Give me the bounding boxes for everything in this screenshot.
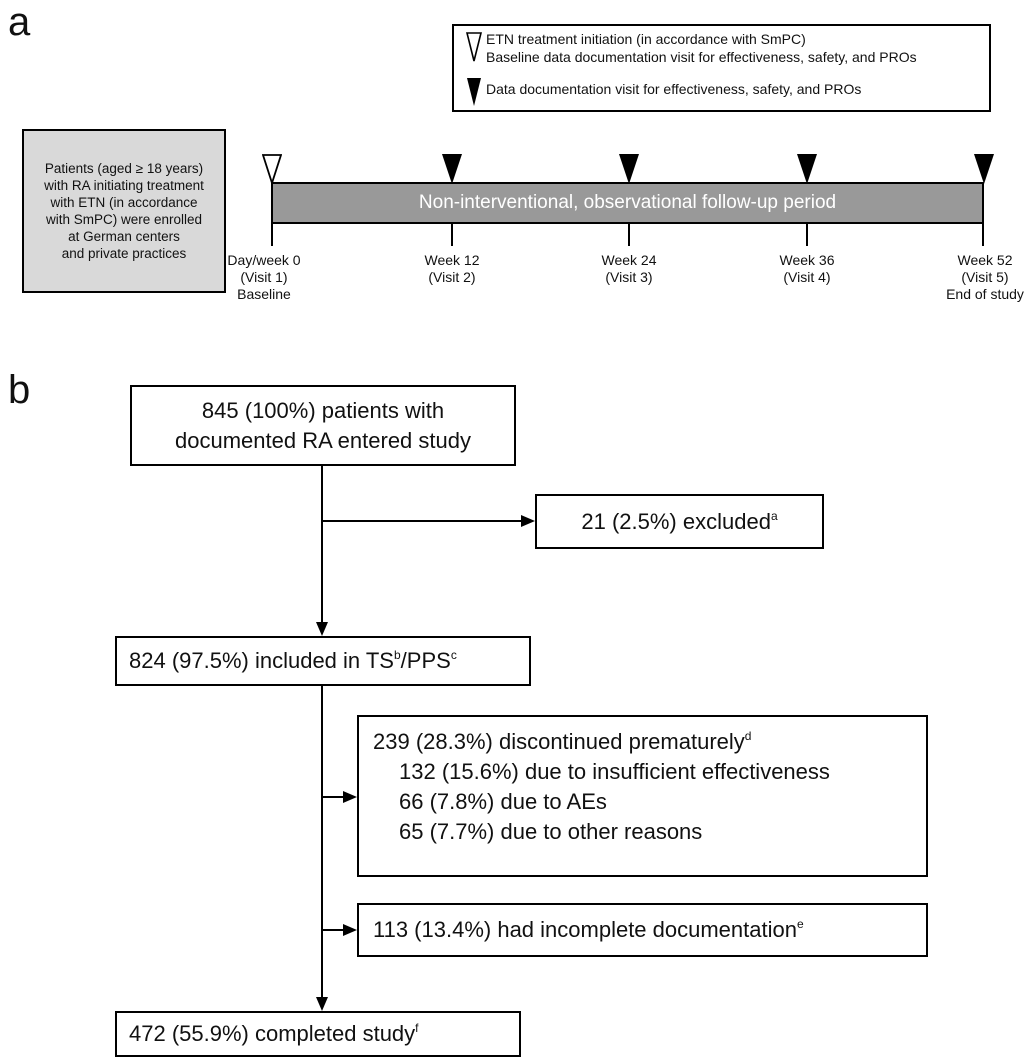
visit-5-label: Week 52 (Visit 5) End of study [946,252,1024,303]
timeline-tick [806,224,808,246]
arrow-down-icon [316,622,328,636]
discontinued-reason: 66 (7.8%) due to AEs [399,789,607,814]
completed-text: 472 (55.9%) completed study [129,1021,416,1046]
arrow-right-icon [343,791,357,803]
visit-week: Week 12 [424,252,480,268]
legend-baseline-text: Baseline data documentation visit for ef… [486,49,917,65]
visit-week: Week 52 [957,252,1013,268]
enrollment-box: Patients (aged ≥ 18 years) with RA initi… [22,129,226,293]
arrow-right-icon [343,924,357,936]
legend-box: ETN treatment initiation (in accordance … [452,24,991,112]
visit-week: Week 24 [601,252,657,268]
enrollment-line: with ETN (in accordance [50,195,198,210]
visit-week: Day/week 0 [227,252,301,268]
open-triangle-icon [466,32,482,62]
visit-number: (Visit 5) [961,269,1009,285]
visit-4-label: Week 36 (Visit 4) [780,252,835,286]
enrollment-line: with SmPC) were enrolled [45,212,203,227]
visit-3-filled-triangle-icon [619,154,639,184]
included-footnote-ts: b [393,648,401,662]
visit-number: (Visit 1) [240,269,288,285]
timeline-tick [628,224,630,246]
filled-triangle-icon [467,78,481,106]
excluded-footnote: a [770,509,778,523]
visit-2-label: Week 12 (Visit 2) [425,252,480,286]
connector-entered-to-included [321,466,323,622]
excluded-text: 21 (2.5%) excluded [581,509,771,534]
timeline-tick [271,224,273,246]
visit-3-label: Week 24 (Visit 3) [602,252,657,286]
visit-1-label: Day/week 0 (Visit 1) Baseline [227,252,300,303]
discontinued-reason: 65 (7.7%) due to other reasons [399,819,703,844]
discontinued-footnote: d [744,729,752,743]
connector-to-excluded [322,520,521,522]
entered-study-box: 845 (100%) patients with documented RA e… [130,385,516,466]
visit-note: Baseline [237,286,291,302]
panel-a-label: a [8,0,31,44]
incomplete-documentation-box: 113 (13.4%) had incomplete documentation… [357,903,928,957]
enrollment-line: at German centers [68,229,180,244]
visit-2-filled-triangle-icon [442,154,462,184]
discontinued-title: 239 (28.3%) discontinued prematurelyd [373,727,926,757]
visit-4-filled-triangle-icon [797,154,817,184]
arrow-down-icon [316,997,328,1011]
completed-footnote: f [415,1021,419,1035]
entered-line-2: documented RA entered study [175,428,471,453]
connector-to-discontinued [322,796,343,798]
legend-visit-text: Data documentation visit for effectivene… [486,81,862,97]
visit-1-open-triangle-icon [262,154,282,184]
discontinued-title-text: 239 (28.3%) discontinued prematurely [373,729,745,754]
excluded-box: 21 (2.5%) excludeda [535,494,824,549]
connector-to-incomplete [322,929,343,931]
connector-included-to-completed [321,686,323,997]
discontinued-box: 239 (28.3%) discontinued prematurelyd 13… [357,715,928,877]
follow-up-period-label: Non-interventional, observational follow… [418,192,837,213]
panel-b-label: b [8,368,31,412]
arrow-right-icon [521,515,535,527]
legend-initiation-text: ETN treatment initiation (in accordance … [486,31,806,47]
visit-number: (Visit 4) [783,269,831,285]
follow-up-period-bar: Non-interventional, observational follow… [271,182,984,224]
visit-note: End of study [946,286,1024,302]
timeline-tick [982,224,984,246]
included-pps-text: /PPS [400,648,451,673]
included-text: 824 (97.5%) included in TS [129,648,394,673]
visit-5-filled-triangle-icon [974,154,994,184]
enrollment-line: and private practices [61,246,187,261]
discontinued-reason: 132 (15.6%) due to insufficient effectiv… [399,759,830,784]
visit-number: (Visit 2) [428,269,476,285]
completed-study-box: 472 (55.9%) completed studyf [115,1011,521,1057]
included-box: 824 (97.5%) included in TSb/PPSc [115,636,531,686]
included-footnote-pps: c [450,648,457,662]
entered-line-1: 845 (100%) patients with [201,398,445,423]
incomplete-text: 113 (13.4%) had incomplete documentation [373,917,797,942]
timeline-tick [451,224,453,246]
incomplete-footnote: e [796,917,804,931]
enrollment-line: with RA initiating treatment [44,178,204,193]
visit-number: (Visit 3) [605,269,653,285]
enrollment-line: Patients (aged ≥ 18 years) [44,161,204,176]
visit-week: Week 36 [779,252,835,268]
